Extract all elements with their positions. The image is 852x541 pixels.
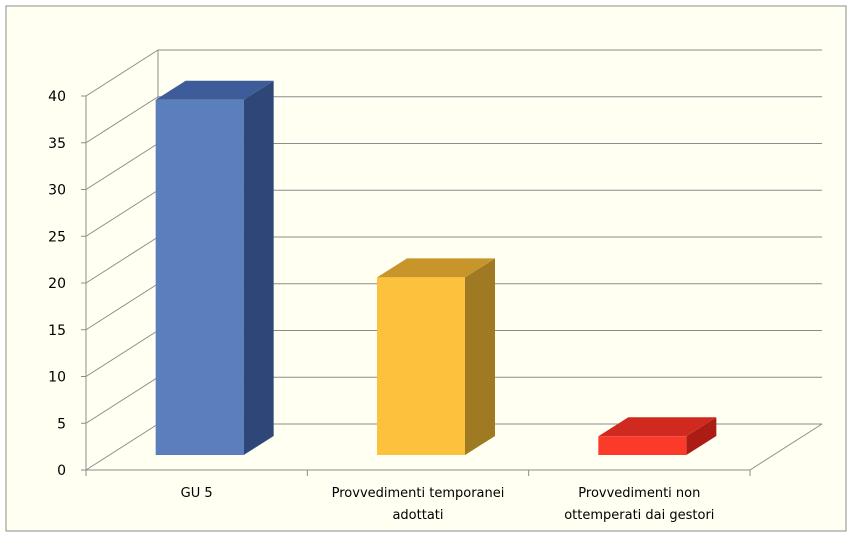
bar-2: [377, 258, 495, 455]
floor-right-edge: [749, 423, 823, 471]
y-tick-label: 10: [48, 370, 66, 386]
gridline-side-25: [85, 189, 159, 237]
gridline-side-15: [85, 283, 159, 331]
bar-side: [243, 80, 274, 455]
gridline-side-5: [85, 376, 159, 424]
gridline-side-35: [85, 96, 159, 144]
bar-layer: [155, 80, 717, 455]
gridline-side-20: [85, 236, 159, 284]
bar-front: [377, 277, 465, 455]
y-tick-label: 35: [48, 136, 66, 152]
x-tick-label-line: Provvedimenti temporanei: [332, 486, 505, 501]
label-layer: 0 5 10 15 20 25 30 35 40 GU 5 Provvedimenti tempor…: [48, 89, 714, 523]
x-tick-label-line: ottemperati dai gestori: [564, 508, 714, 523]
y-tick-label: 20: [48, 276, 66, 292]
gridline-side-40: [85, 49, 159, 97]
y-tick-label: 40: [48, 89, 66, 105]
bar-front: [598, 436, 687, 455]
gridline-side-10: [85, 330, 159, 377]
x-tick-label: Provvedimenti non ottemperati dai gestori: [564, 486, 714, 523]
y-tick-label: 30: [48, 183, 66, 199]
bar-3: [598, 417, 717, 455]
x-tick-label: GU 5: [181, 486, 213, 501]
gridline-side-30: [85, 143, 159, 190]
y-tick-label: 0: [57, 463, 66, 479]
bar-1: [155, 80, 274, 455]
x-tick-label-line: adottati: [392, 508, 443, 523]
y-tick-label: 5: [57, 416, 66, 432]
bar-front: [155, 99, 244, 455]
bar-side: [465, 258, 495, 455]
y-tick-label: 15: [48, 323, 66, 339]
bar-top: [598, 417, 717, 437]
x-tick-label-line: Provvedimenti non: [578, 486, 700, 501]
gridline-side-0: [85, 423, 159, 471]
x-tick-label-line: GU 5: [181, 486, 213, 501]
bar-side: [686, 417, 717, 455]
x-tick-label: Provvedimenti temporanei adottati: [332, 486, 505, 523]
bar-top: [377, 258, 495, 278]
y-tick-label: 25: [48, 229, 66, 245]
bar-top: [155, 80, 274, 100]
axis-layer: [81, 95, 751, 476]
